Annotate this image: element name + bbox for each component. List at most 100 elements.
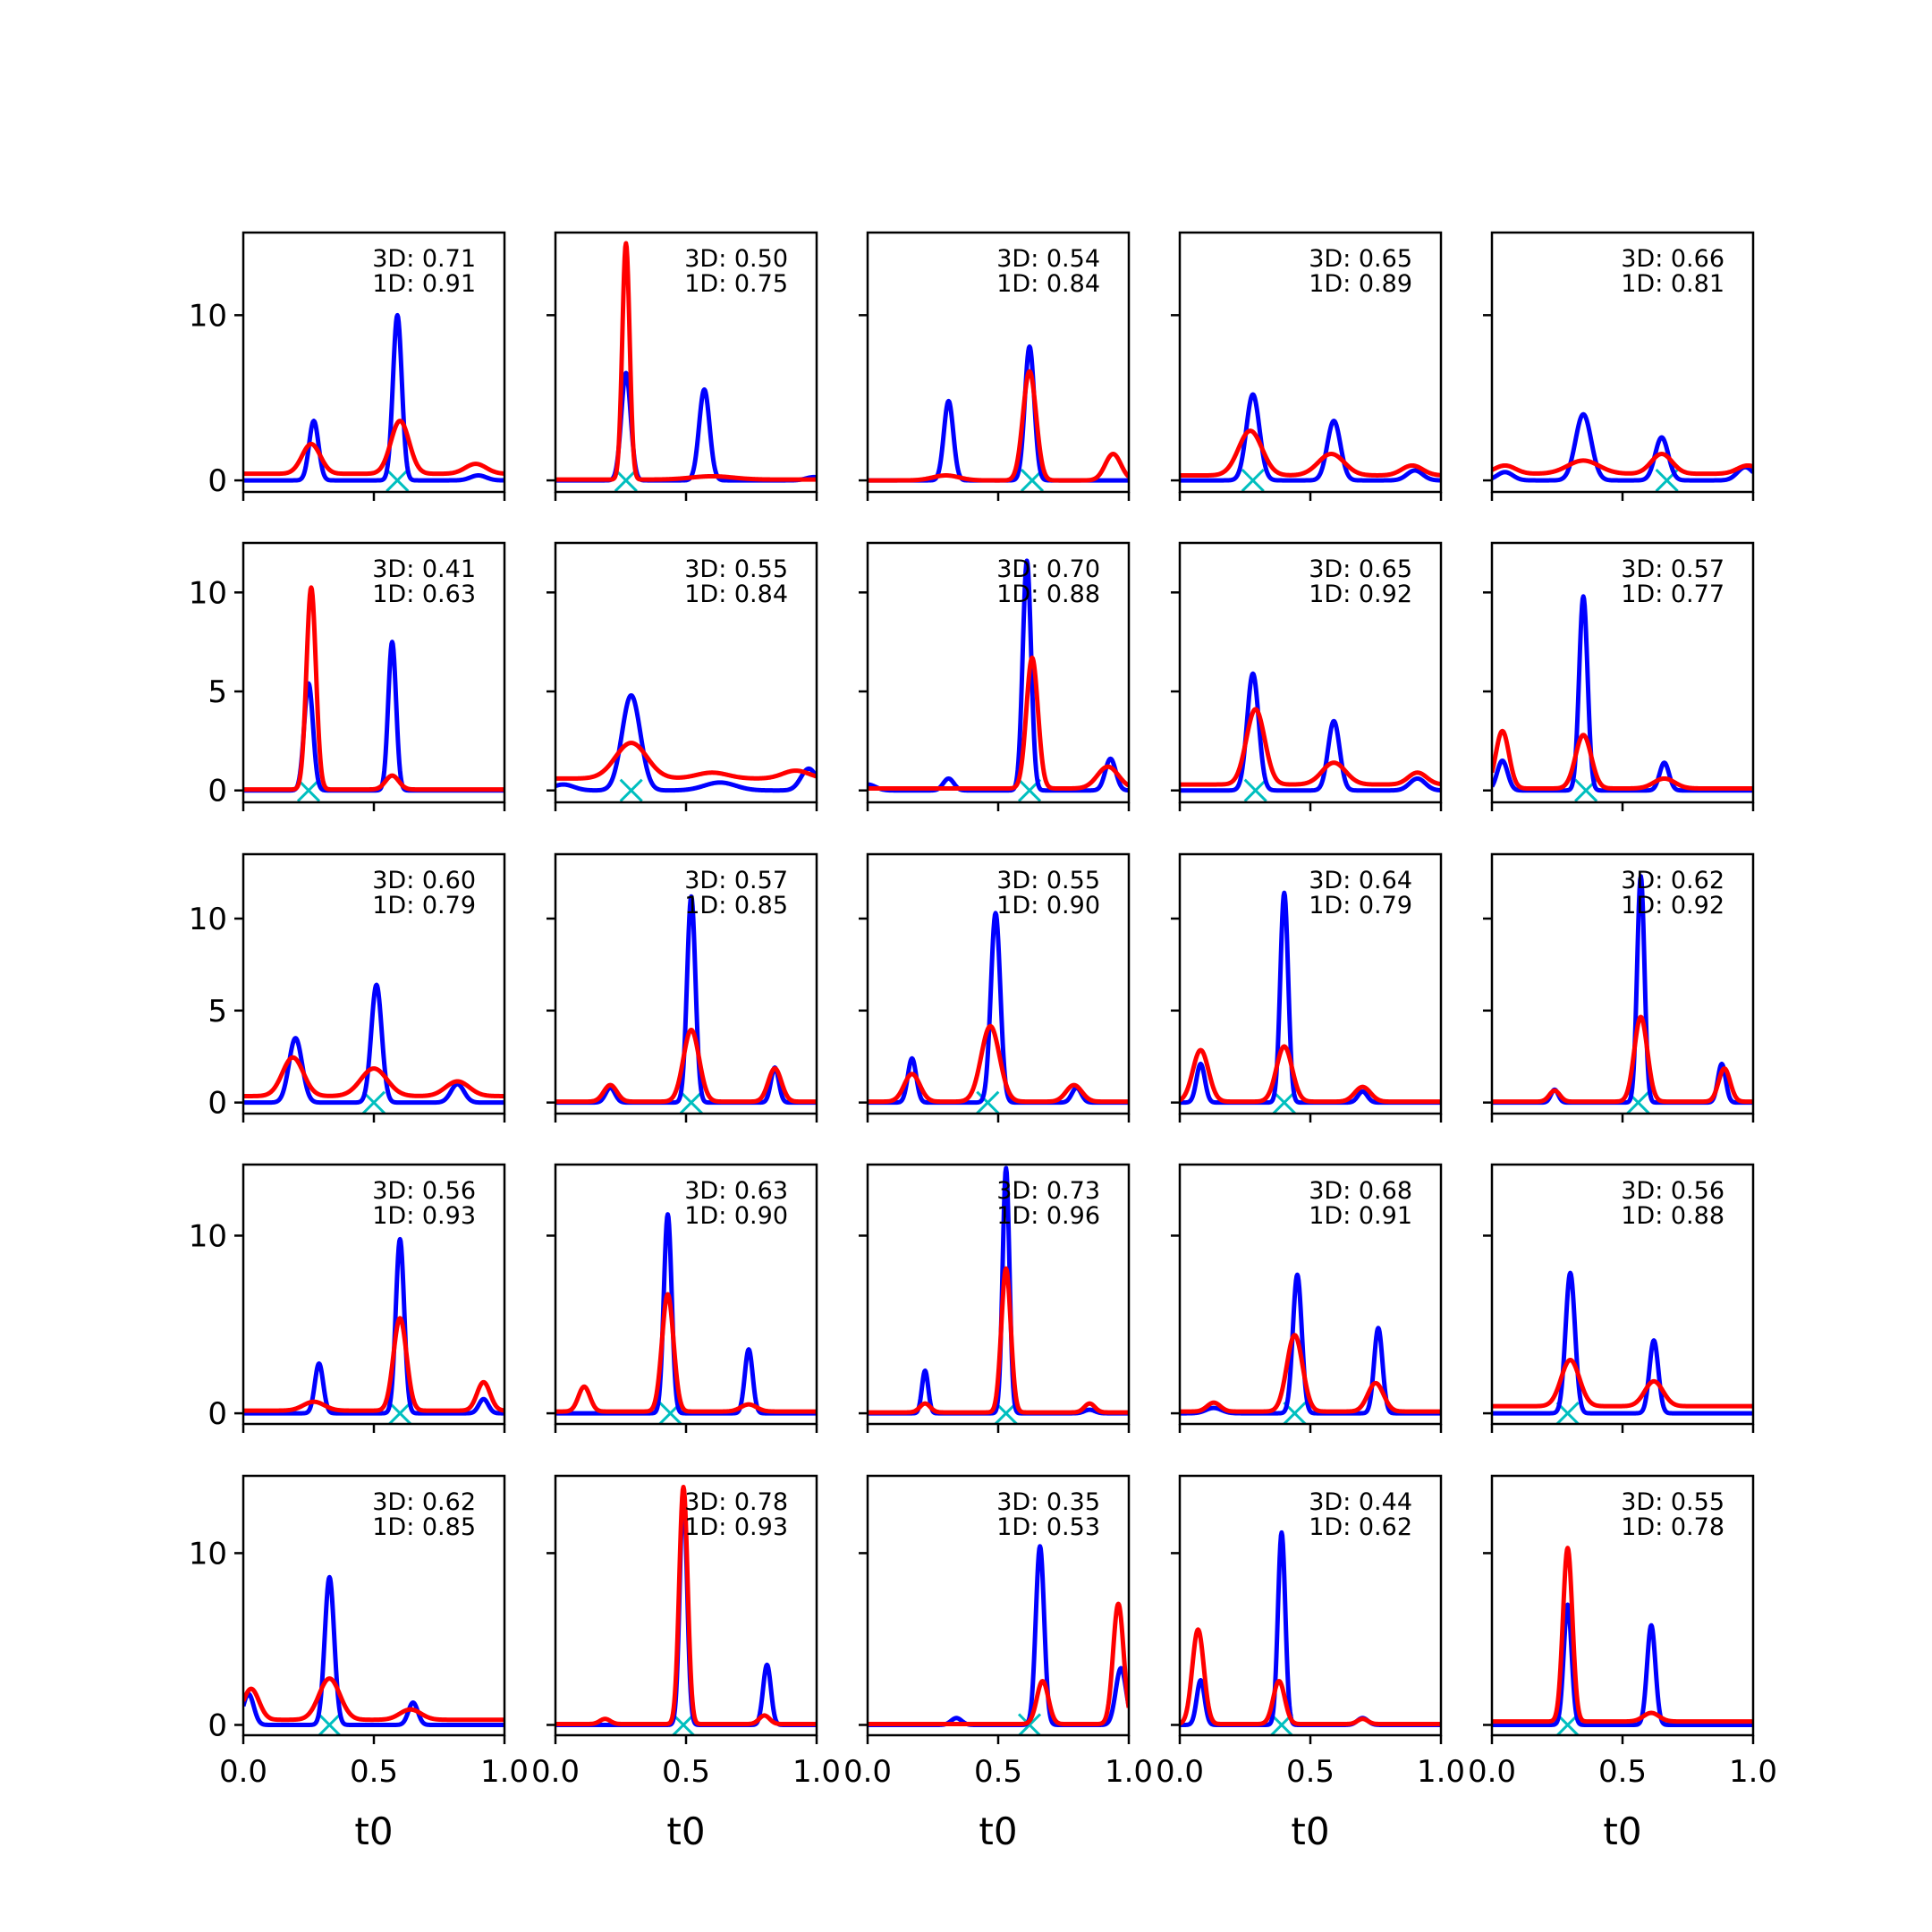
plot-area <box>555 1212 817 1424</box>
y-tick-label: 0 <box>208 1707 227 1743</box>
score-annotation: 3D: 0.55 <box>1621 1488 1724 1516</box>
plot-area <box>243 1236 504 1424</box>
red-series-line <box>1180 1333 1441 1414</box>
red-series-line <box>1180 428 1441 479</box>
score-annotation: 3D: 0.35 <box>996 1488 1100 1516</box>
plot-area <box>868 911 1129 1114</box>
score-annotation: 1D: 0.81 <box>1621 270 1724 298</box>
score-annotation: 1D: 0.79 <box>372 892 476 919</box>
red-series-line <box>555 1292 817 1414</box>
x-tick-label: 0.0 <box>531 1754 580 1790</box>
x-tick-label: 1.0 <box>1417 1754 1465 1790</box>
score-annotation: 1D: 0.89 <box>1309 270 1412 298</box>
plot-area <box>1492 594 1753 802</box>
red-series-line <box>243 585 504 792</box>
marker-x <box>619 778 643 802</box>
y-tick-label: 10 <box>189 1218 227 1254</box>
blue-series-line <box>1492 594 1753 793</box>
plot-area <box>868 343 1129 492</box>
blue-series-line <box>1492 1270 1753 1416</box>
marker-x <box>1243 778 1267 802</box>
marker-x <box>361 1090 386 1114</box>
score-annotation: 3D: 0.56 <box>372 1177 476 1205</box>
blue-series-line <box>1180 671 1441 793</box>
score-annotation: 1D: 0.92 <box>1309 580 1412 608</box>
plot-area <box>868 558 1129 802</box>
red-series-line <box>243 1316 504 1413</box>
plot-area <box>1180 671 1441 802</box>
x-tick-label: 0.5 <box>350 1754 398 1790</box>
y-tick-label: 10 <box>189 575 227 611</box>
score-annotation: 3D: 0.68 <box>1309 1177 1412 1205</box>
blue-series-line <box>555 370 817 483</box>
marker-x <box>672 1713 696 1735</box>
y-tick-label: 5 <box>208 994 227 1030</box>
x-tick-label: 0.5 <box>1598 1754 1647 1790</box>
score-annotation: 3D: 0.71 <box>372 245 476 273</box>
red-series-line <box>868 1601 1129 1727</box>
red-series-line <box>1492 452 1753 477</box>
blue-series-line <box>1180 890 1441 1106</box>
x-tick-label: 0.5 <box>1286 1754 1335 1790</box>
score-annotation: 1D: 0.93 <box>372 1202 476 1230</box>
marker-x <box>614 469 638 492</box>
score-annotation: 1D: 0.96 <box>996 1202 1100 1230</box>
x-axis-label: t0 <box>666 1809 705 1853</box>
score-annotation: 1D: 0.93 <box>684 1513 788 1541</box>
score-annotation: 3D: 0.44 <box>1309 1488 1412 1516</box>
score-annotation: 3D: 0.70 <box>996 555 1100 583</box>
plot-area <box>1180 392 1441 492</box>
x-tick-label: 0.0 <box>1468 1754 1516 1790</box>
score-annotation: 1D: 0.53 <box>996 1513 1100 1541</box>
red-series-line <box>243 1676 504 1723</box>
plot-area <box>868 1165 1129 1424</box>
red-series-line <box>868 1266 1129 1415</box>
score-annotation: 1D: 0.79 <box>1309 892 1412 919</box>
score-annotation: 1D: 0.75 <box>684 270 788 298</box>
blue-series-line <box>1492 1602 1753 1727</box>
y-tick-label: 10 <box>189 902 227 937</box>
x-axis-label: t0 <box>354 1809 393 1853</box>
red-series-line <box>1180 1627 1441 1727</box>
x-tick-label: 0.0 <box>219 1754 267 1790</box>
red-series-line <box>868 1023 1129 1105</box>
plot-area <box>243 312 504 492</box>
blue-series-line <box>243 312 504 483</box>
score-annotation: 3D: 0.63 <box>684 1177 788 1205</box>
plot-area <box>1492 1546 1753 1735</box>
score-annotation: 1D: 0.77 <box>1621 580 1724 608</box>
score-annotation: 3D: 0.50 <box>684 245 788 273</box>
plot-area <box>555 894 817 1114</box>
red-series-line <box>555 241 817 482</box>
marker-x <box>976 1090 1000 1114</box>
red-series-line <box>1492 1014 1753 1105</box>
score-annotation: 3D: 0.65 <box>1309 555 1412 583</box>
blue-series-line <box>1180 392 1441 483</box>
x-axis-label: t0 <box>1291 1809 1329 1853</box>
plot-area <box>1180 1530 1441 1735</box>
score-annotation: 3D: 0.62 <box>372 1488 476 1516</box>
red-series-line <box>555 1027 817 1105</box>
x-tick-label: 1.0 <box>1729 1754 1777 1790</box>
y-tick-label: 0 <box>208 1086 227 1122</box>
x-tick-label: 0.0 <box>1156 1754 1204 1790</box>
red-series-line <box>1492 1546 1753 1724</box>
blue-series-line <box>868 343 1129 483</box>
score-annotation: 3D: 0.78 <box>684 1488 788 1516</box>
plot-area <box>243 585 504 802</box>
y-tick-label: 10 <box>189 1536 227 1572</box>
blue-series-line <box>243 640 504 793</box>
score-annotation: 3D: 0.56 <box>1621 1177 1724 1205</box>
score-annotation: 1D: 0.63 <box>372 580 476 608</box>
